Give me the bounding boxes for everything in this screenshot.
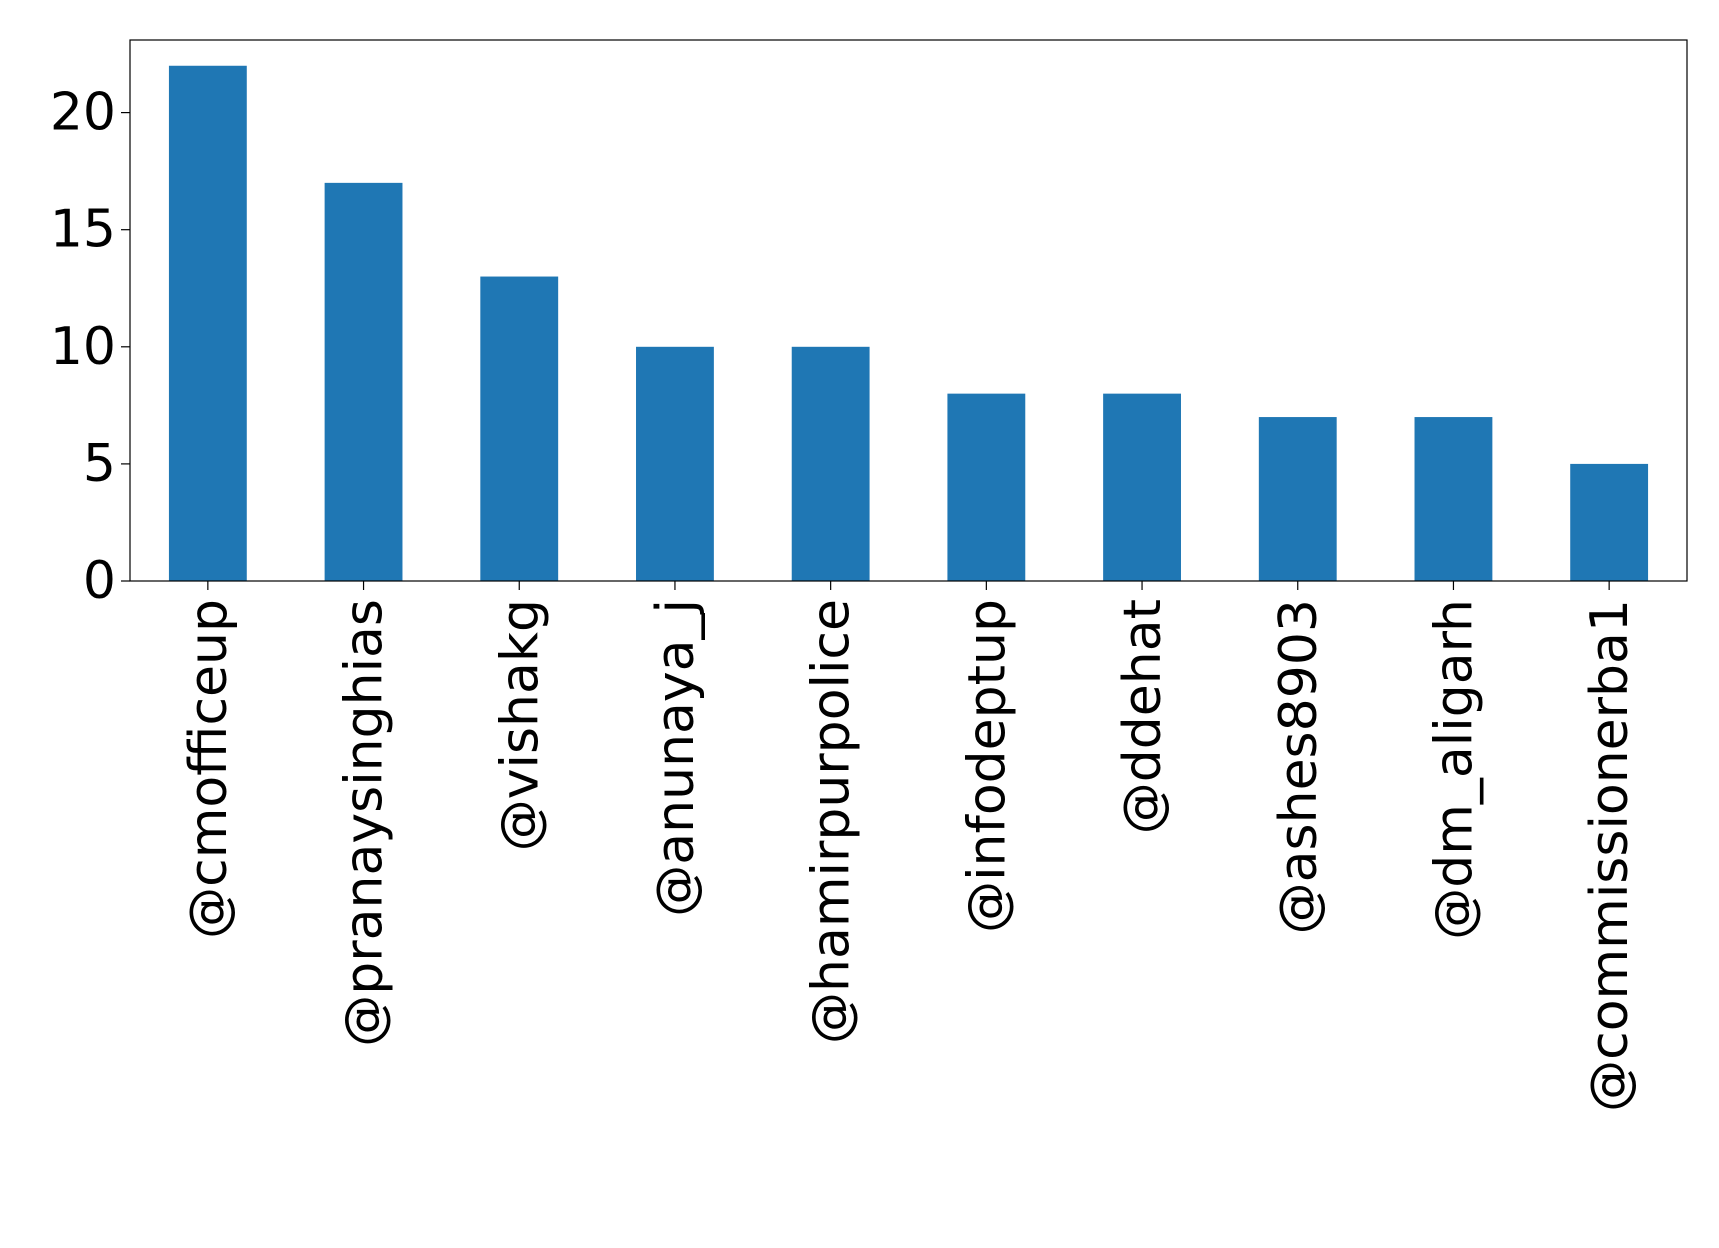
x-tick-label-5: @infodeptup <box>957 599 1017 933</box>
bar-3 <box>636 346 714 581</box>
y-tick-label-0: 0 <box>83 551 116 611</box>
x-tick-label-4: @hamirpurpolice <box>802 599 862 1044</box>
y-tick-label-2: 10 <box>50 317 116 377</box>
x-tick-label-8: @dm_aligarh <box>1424 599 1484 940</box>
x-tick-label-3: @anunaya_j <box>646 599 706 917</box>
x-tick-label-7: @ashes8903 <box>1269 599 1329 934</box>
bar-1 <box>324 182 403 582</box>
x-ticks: @cmofficeup @pranaysinghias @vishakg @anuna… <box>179 581 1640 1112</box>
x-tick-label-0: @cmofficeup <box>179 599 239 939</box>
y-ticks: 0 5 10 15 20 <box>50 83 130 611</box>
axis-layer <box>129 39 1688 582</box>
x-tick-label-6: @ddehat <box>1113 599 1173 834</box>
bar-2 <box>480 276 559 581</box>
plot-frame <box>129 39 1688 582</box>
bar-9 <box>1570 463 1649 581</box>
bar-4 <box>791 346 870 581</box>
bars-layer <box>168 65 1649 582</box>
y-tick-label-3: 15 <box>50 200 116 260</box>
x-tick-label-1: @pranaysinghias <box>335 599 395 1047</box>
y-tick-label-4: 20 <box>50 83 116 143</box>
bar-7 <box>1258 417 1337 581</box>
bar-5 <box>947 393 1026 581</box>
x-tick-label-9: @commissionerba1 <box>1580 599 1640 1112</box>
bar-6 <box>1103 393 1181 581</box>
bar-0 <box>168 65 247 581</box>
bar-8 <box>1414 417 1493 581</box>
x-tick-label-2: @vishakg <box>490 599 550 851</box>
y-tick-label-1: 5 <box>83 434 116 494</box>
